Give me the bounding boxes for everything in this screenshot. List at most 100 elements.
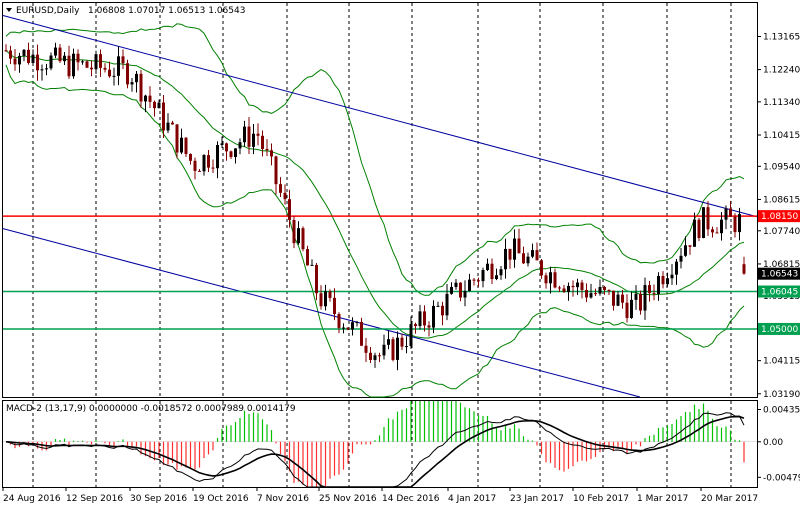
candle-body — [490, 263, 494, 280]
candle-body — [693, 219, 696, 247]
candle-body — [342, 327, 345, 329]
candle-body — [31, 54, 35, 63]
candle-body — [666, 278, 669, 285]
candle-body — [99, 54, 102, 68]
candle-body — [324, 291, 327, 307]
candle-body — [585, 289, 588, 298]
time-tick-label: 30 Sep 2016 — [130, 494, 187, 504]
candle-body — [742, 264, 746, 274]
candle-body — [373, 355, 377, 360]
candle-body — [220, 143, 224, 145]
candle-body — [517, 238, 521, 254]
candle-body — [153, 101, 156, 109]
candle-body — [301, 228, 305, 250]
time-tick-label: 14 Dec 2016 — [382, 494, 440, 504]
candle-body — [688, 245, 692, 247]
level-badge-label: 1.06045 — [761, 288, 798, 298]
level-badge-label: 1.08150 — [761, 212, 798, 222]
candle-body — [216, 144, 219, 169]
candle-body — [625, 302, 629, 318]
candle-body — [643, 285, 647, 311]
candle-body — [103, 67, 107, 70]
candle-body — [22, 49, 26, 56]
candle-body — [562, 288, 566, 292]
candle-body — [355, 321, 359, 323]
candle-body — [126, 63, 129, 85]
candle-body — [378, 355, 381, 357]
level-badge — [758, 210, 800, 223]
candle-body — [580, 282, 584, 290]
candle-body — [346, 327, 350, 330]
main-pane-border — [2, 2, 758, 398]
chart-ohlc: 1.06808 1.07017 1.06513 1.06543 — [88, 6, 245, 16]
candle-body — [288, 199, 291, 220]
candle-body — [738, 214, 741, 233]
candle-body — [94, 54, 98, 70]
candle-body — [360, 321, 363, 346]
level-badge-label: 1.05000 — [761, 325, 798, 335]
candle-body — [193, 160, 197, 171]
price-tick-label: 1.13165 — [763, 32, 800, 42]
grid — [32, 3, 732, 487]
candle-body — [229, 151, 233, 157]
candle-body — [238, 142, 242, 149]
price-tick-label: 1.03190 — [763, 390, 800, 400]
candle-body — [76, 53, 80, 63]
candle-body — [180, 137, 183, 153]
candle-body — [36, 54, 39, 71]
candle-body — [315, 264, 318, 294]
macd-tick-label: 0.00 — [763, 438, 783, 448]
candle-body — [454, 282, 458, 288]
candle-body — [85, 61, 89, 68]
candle-body — [13, 58, 17, 65]
candle-body — [310, 264, 314, 266]
candle-body — [621, 294, 624, 303]
candle-body — [319, 293, 323, 307]
candle-body — [225, 143, 228, 152]
candle-body — [40, 69, 44, 71]
candle-body — [634, 293, 638, 300]
candle-body — [607, 290, 611, 292]
candle-body — [571, 285, 575, 288]
candle-body — [508, 248, 512, 260]
candle-body — [463, 290, 467, 298]
candle-body — [189, 154, 192, 161]
candle-body — [531, 250, 534, 257]
dropdown-triangle-icon[interactable] — [6, 8, 12, 12]
candle-body — [148, 95, 152, 102]
candle-body — [423, 311, 426, 326]
candle-body — [603, 287, 606, 291]
price-badges: 1.08150 1.06045 1.05000 1.06543 — [758, 210, 800, 335]
candle-body — [396, 337, 399, 360]
candle-body — [526, 256, 530, 264]
candle-body — [553, 272, 557, 288]
candle-body — [207, 155, 210, 168]
level-badge — [758, 285, 800, 298]
macd-indicator — [3, 401, 757, 488]
candle-body — [679, 255, 683, 262]
time-tick-label: 20 Mar 2017 — [701, 494, 758, 504]
channel-line — [2, 228, 641, 398]
horizontal-levels — [3, 215, 757, 330]
time-tick-label: 12 Sep 2016 — [66, 494, 123, 504]
price-tick-label: 1.11340 — [763, 98, 800, 108]
candle-body — [337, 314, 341, 328]
candle-body — [675, 261, 678, 275]
candle-body — [630, 299, 633, 318]
candle-body — [364, 345, 368, 353]
candle-body — [400, 337, 404, 347]
candle-body — [702, 207, 705, 238]
candle-body — [486, 263, 489, 270]
candle-body — [391, 339, 395, 360]
candle-body — [567, 285, 570, 292]
candle-body — [175, 124, 179, 153]
candle-body — [409, 324, 413, 347]
candle-body — [171, 122, 174, 125]
bollinger-bands — [5, 23, 745, 398]
candle-body — [720, 219, 723, 234]
candle-body — [729, 208, 732, 217]
candle-body — [211, 167, 215, 169]
candle-body — [513, 238, 516, 260]
